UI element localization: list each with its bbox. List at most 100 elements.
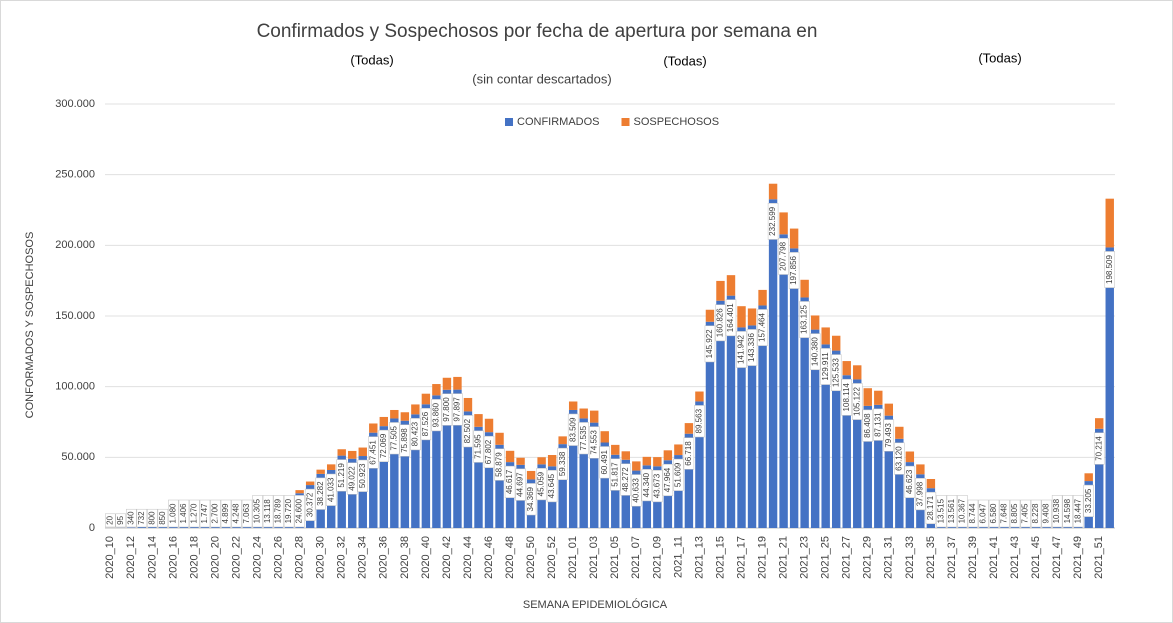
bar-segment	[884, 403, 894, 416]
data-label-box	[715, 304, 726, 342]
data-label: 71.595	[474, 434, 483, 459]
data-label: 1.747	[200, 503, 209, 524]
data-label-box	[525, 483, 537, 516]
data-label-box	[294, 495, 305, 528]
data-label: 45.059	[537, 471, 546, 496]
x-tick-label: 2020_16	[167, 536, 179, 579]
bar-segment	[484, 418, 494, 433]
bar-segment	[726, 275, 736, 296]
x-tick-label: 2021_41	[988, 536, 1000, 579]
data-label: 140.380	[810, 337, 819, 366]
bar-segment	[369, 432, 378, 528]
bar-segment	[358, 447, 367, 457]
data-label: 8.744	[968, 503, 977, 524]
x-tick-label: 2020_20	[209, 536, 221, 579]
data-label: 10.305	[253, 498, 262, 523]
bar-segment	[379, 416, 389, 427]
data-label: 51.609	[673, 462, 682, 487]
bar-segment	[737, 306, 746, 328]
data-label: 67.802	[484, 439, 493, 464]
x-tick-label: 2020_42	[441, 536, 453, 579]
data-label: 49.022	[347, 466, 356, 491]
data-label: 46.617	[505, 469, 514, 494]
data-label-box	[210, 499, 221, 528]
bar-segment	[716, 280, 725, 301]
bar-segment	[400, 420, 410, 528]
bar-segment	[779, 212, 788, 235]
x-tick-label: 2021_27	[841, 536, 853, 579]
data-label: 14.598	[1063, 498, 1072, 523]
bar-segment	[148, 526, 157, 528]
bar-segment	[863, 405, 872, 528]
x-tick-label: 2020_30	[315, 536, 327, 579]
x-tick-label: 2020_18	[188, 536, 200, 579]
y-axis-label: CONFORMADOS Y SOSPECHOSOS	[24, 232, 36, 419]
bar-segment	[789, 248, 799, 528]
data-label: 30.372	[305, 492, 314, 517]
data-label: 143.336	[747, 333, 756, 362]
data-label: 340	[126, 511, 135, 525]
data-label-box	[904, 465, 916, 498]
data-label-box	[957, 495, 968, 528]
data-label-box	[378, 429, 390, 462]
data-label-box	[189, 499, 200, 528]
legend-label: CONFIRMADOS	[517, 116, 600, 128]
data-label-box	[599, 446, 610, 479]
data-label-box	[557, 447, 568, 480]
bar-segment	[779, 234, 788, 528]
data-label-box	[441, 393, 453, 426]
x-tick-label: 2021_25	[820, 536, 832, 579]
data-label: 38.282	[316, 481, 325, 506]
bar-segment	[1105, 247, 1114, 528]
data-label-box	[105, 513, 116, 528]
bar-segment	[695, 401, 704, 528]
x-tick-label: 2021_23	[799, 536, 811, 579]
data-label-box	[126, 508, 137, 528]
bar-segment	[653, 457, 662, 467]
bar-segment	[568, 401, 578, 410]
data-label: 164.401	[726, 303, 735, 332]
data-label-box	[168, 499, 179, 528]
bar-segment	[369, 423, 378, 433]
data-label-box	[368, 436, 379, 469]
data-label: 7.405	[1021, 503, 1030, 524]
data-label-box	[283, 495, 295, 528]
bar-segment	[600, 431, 609, 443]
data-label-box	[967, 499, 979, 528]
data-label-box	[999, 499, 1010, 528]
y-tick-label: 0	[89, 522, 95, 534]
bar-segment	[684, 423, 694, 434]
data-label-box	[262, 495, 274, 528]
data-label-box	[767, 203, 779, 240]
bar-segment	[337, 455, 346, 528]
data-label: 59.338	[558, 451, 567, 476]
x-tick-label: 2020_12	[125, 536, 137, 579]
data-label: 43.645	[547, 473, 556, 498]
data-label-box	[389, 422, 400, 455]
bar-segment	[737, 327, 746, 528]
data-label-box	[936, 495, 947, 528]
data-label-box	[315, 477, 326, 510]
data-label: 34.369	[526, 486, 535, 511]
data-label: 108.114	[842, 383, 851, 412]
x-tick-label: 2021_45	[1030, 536, 1042, 579]
data-label-box	[410, 418, 421, 451]
x-tick-label: 2021_15	[714, 536, 726, 579]
x-tick-label: 2020_28	[294, 536, 306, 579]
x-tick-label: 2021_01	[567, 536, 579, 579]
x-tick-label: 2021_35	[925, 536, 937, 579]
bar-segment	[747, 308, 757, 326]
y-tick-label: 150.000	[55, 310, 95, 322]
data-label: 129.911	[821, 352, 830, 381]
data-label: 40.633	[631, 478, 640, 503]
data-label: 77.535	[579, 425, 588, 450]
data-label: 74.553	[589, 430, 598, 455]
bar-segment	[632, 461, 641, 471]
x-tick-label: 2021_33	[904, 536, 916, 579]
bar-segment	[558, 436, 567, 445]
data-label: 82.502	[463, 418, 472, 443]
data-label: 70.214	[1094, 436, 1103, 461]
bar-segment	[611, 454, 620, 528]
data-label-box	[683, 437, 695, 470]
bar-segment	[916, 464, 925, 475]
